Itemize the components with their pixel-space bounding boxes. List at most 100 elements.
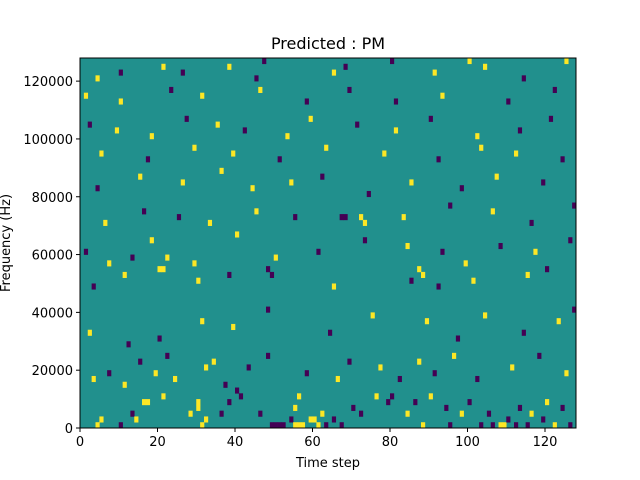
heatmap-cell (142, 399, 147, 406)
heatmap-background (80, 58, 576, 428)
heatmap-cell (269, 422, 275, 429)
heatmap-cell (238, 393, 244, 400)
heatmap-cell (196, 399, 201, 406)
heatmap-cell (537, 352, 542, 359)
heatmap-cell (347, 358, 352, 365)
heatmap-cell (188, 410, 193, 417)
heatmap-cell (204, 416, 209, 423)
y-axis-label: Frequency (Hz) (0, 194, 14, 292)
heatmap-cell (130, 410, 135, 417)
y-tick-label: 20000 (32, 364, 73, 379)
heatmap-cell (145, 399, 151, 406)
heatmap-cell (118, 422, 123, 429)
heatmap-cell (180, 69, 185, 76)
heatmap-cell (572, 306, 577, 313)
heatmap-cell (382, 150, 387, 157)
heatmap-cell (564, 370, 569, 377)
heatmap-cell (533, 248, 538, 255)
heatmap-cell (405, 410, 410, 417)
heatmap-cell (304, 98, 309, 105)
heatmap-cell (180, 179, 185, 186)
heatmap-cell (448, 202, 453, 209)
heatmap-cell (490, 422, 495, 429)
heatmap-cell (351, 404, 356, 411)
heatmap-cell (452, 352, 457, 359)
heatmap-cell (378, 364, 383, 371)
heatmap-cell (266, 306, 271, 313)
heatmap-cell (227, 63, 232, 70)
heatmap-cell (514, 422, 519, 429)
heatmap-cell (161, 393, 166, 400)
chart-title: Predicted : PM (271, 34, 385, 53)
heatmap-cell (545, 266, 550, 273)
heatmap-cell (390, 58, 395, 65)
x-axis-ticks: 0 20 40 60 80 100 120 (76, 428, 558, 450)
heatmap-cell (490, 208, 495, 215)
heatmap-cell (87, 121, 92, 128)
heatmap-cell (227, 271, 232, 278)
heatmap-cell (196, 277, 201, 284)
heatmap-cell (498, 243, 503, 250)
heatmap-cell (475, 133, 480, 140)
heatmap-cell (328, 329, 333, 336)
heatmap-cell (134, 416, 139, 423)
heatmap-cell (312, 416, 317, 423)
heatmap-cell (200, 92, 205, 99)
heatmap-cell (149, 133, 154, 140)
heatmap-cell (459, 410, 464, 417)
heatmap-cell (409, 277, 414, 284)
x-tick-label: 40 (227, 435, 244, 450)
heatmap-cell (362, 237, 368, 244)
y-tick-label: 0 (65, 422, 73, 437)
heatmap-cell (479, 422, 484, 429)
heatmap-cell (331, 69, 337, 76)
heatmap-cell (196, 404, 201, 411)
heatmap-cell (219, 167, 224, 174)
x-tick-label: 80 (382, 435, 399, 450)
heatmap-cell (142, 208, 147, 215)
x-tick-label: 60 (304, 435, 321, 450)
heatmap-cell (192, 260, 197, 267)
heatmap-cell (192, 144, 197, 151)
y-tick-label: 60000 (32, 249, 73, 264)
heatmap-cell (219, 410, 224, 417)
heatmap-cell (483, 63, 488, 70)
heatmap-cell (506, 98, 511, 105)
heatmap-cell (246, 364, 251, 371)
heatmap-cell (254, 75, 259, 82)
heatmap-cell (316, 248, 321, 255)
heatmap-cell (393, 127, 399, 134)
x-tick-label: 120 (533, 435, 558, 450)
heatmap-cell (494, 173, 499, 180)
heatmap-cell (107, 370, 112, 377)
heatmap-cell (409, 179, 414, 186)
heatmap-cell (343, 63, 348, 70)
heatmap-cell (122, 271, 127, 278)
heatmap-cell (390, 393, 395, 400)
heatmap-cell (153, 370, 158, 377)
heatmap-cell (320, 410, 325, 417)
heatmap-cell (343, 214, 348, 221)
heatmap-cell (300, 422, 306, 429)
heatmap-cell (568, 237, 573, 244)
heatmap-cell (335, 375, 340, 383)
heatmap-cell (521, 75, 526, 82)
heatmap-cell (514, 150, 519, 157)
heatmap-cell (262, 58, 267, 65)
heatmap-cell (211, 358, 216, 365)
heatmap-cell (401, 214, 406, 221)
heatmap-cell (486, 410, 492, 417)
heatmap-cell (254, 208, 259, 215)
plot-frame (79, 57, 577, 429)
heatmap-cell (510, 364, 515, 371)
heatmap-cell (165, 352, 170, 359)
heatmap-cell (448, 422, 453, 429)
heatmap-cell (114, 127, 120, 134)
heatmap-cell (293, 422, 298, 429)
heatmap-cell (521, 329, 526, 336)
heatmap-cell (560, 404, 565, 411)
heatmap-cell (293, 214, 298, 221)
heatmap-cell (231, 150, 236, 157)
heatmap-cell (200, 422, 205, 429)
